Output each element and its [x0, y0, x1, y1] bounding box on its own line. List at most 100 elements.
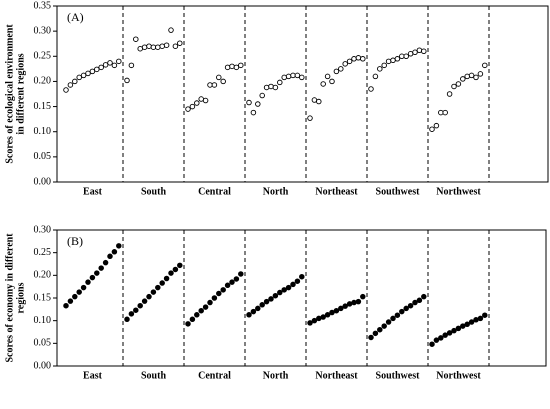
data-point: [338, 66, 344, 72]
data-point: [111, 62, 118, 69]
data-point: [141, 44, 148, 50]
data-point: [346, 301, 353, 307]
data-point: [407, 51, 414, 57]
data-point: [198, 96, 204, 102]
data-point: [281, 74, 287, 81]
data-point: [377, 326, 383, 333]
y-tick-label: 0.05: [34, 151, 52, 162]
y-axis-label: Scores of economy in different: [4, 233, 15, 363]
data-point: [255, 305, 261, 312]
data-point: [346, 58, 353, 65]
data-point: [63, 302, 69, 309]
data-point: [94, 66, 100, 73]
data-point: [72, 293, 78, 300]
data-point: [372, 73, 379, 80]
data-point: [116, 58, 122, 65]
data-point: [207, 82, 213, 88]
data-point: [207, 299, 213, 306]
data-point: [246, 99, 252, 106]
data-point: [360, 293, 366, 300]
data-point: [211, 295, 218, 301]
data-point: [67, 82, 74, 88]
data-point: [429, 341, 435, 347]
data-point: [155, 284, 161, 291]
data-point: [263, 298, 270, 305]
data-point: [433, 337, 440, 343]
data-point: [124, 316, 130, 323]
data-point: [133, 36, 139, 42]
data-point: [102, 62, 109, 68]
region-label: East: [83, 370, 103, 381]
data-point: [399, 53, 405, 60]
region-label: Southwest: [376, 186, 421, 197]
data-point: [360, 56, 366, 62]
data-point: [111, 249, 118, 255]
data-point: [94, 270, 100, 276]
data-point: [329, 78, 335, 85]
data-point: [421, 48, 427, 55]
data-point: [438, 109, 444, 116]
data-point: [285, 284, 292, 291]
data-point: [324, 73, 331, 80]
data-point: [220, 287, 226, 293]
data-point: [468, 319, 475, 325]
y-tick-label: 0.30: [34, 224, 52, 235]
data-point: [238, 62, 244, 69]
data-point: [85, 70, 91, 77]
data-point: [172, 266, 179, 273]
data-point: [429, 126, 435, 132]
data-point: [255, 101, 261, 107]
data-point: [272, 292, 279, 299]
data-point: [442, 332, 448, 338]
data-point: [294, 72, 301, 79]
data-point: [468, 72, 475, 79]
y-tick-label: 0.15: [34, 101, 52, 112]
data-point: [377, 66, 383, 72]
y-tick-label: 0.20: [34, 76, 52, 87]
data-point: [464, 73, 470, 80]
data-point: [416, 297, 423, 304]
region-label: South: [141, 370, 166, 381]
data-point: [177, 40, 183, 46]
y-tick-label: 0.25: [34, 247, 52, 258]
data-point: [159, 43, 165, 49]
data-point: [76, 74, 82, 81]
data-point: [290, 72, 296, 79]
data-point: [128, 311, 135, 317]
data-point: [368, 86, 374, 92]
region-label: North: [263, 370, 289, 381]
data-point: [333, 307, 340, 314]
data-point: [268, 296, 274, 302]
region-label: Northwest: [436, 186, 481, 197]
data-point: [342, 303, 348, 309]
data-point: [198, 307, 204, 314]
data-point: [482, 312, 488, 318]
data-point: [442, 109, 448, 116]
data-point: [116, 243, 122, 249]
y-tick-label: 0.10: [34, 126, 52, 137]
data-point: [80, 72, 87, 79]
panel-title: (B): [67, 234, 83, 248]
data-point: [238, 271, 244, 277]
data-point: [137, 45, 143, 52]
data-point: [333, 68, 340, 75]
y-tick-label: 0.25: [34, 51, 52, 62]
data-point: [124, 77, 130, 84]
data-point: [307, 115, 313, 121]
data-point: [473, 317, 479, 323]
data-point: [351, 56, 357, 62]
data-point: [338, 305, 344, 312]
plot-frame: [56, 229, 547, 367]
data-point: [381, 62, 387, 69]
data-point: [259, 302, 265, 308]
data-point: [403, 53, 409, 60]
data-point: [141, 298, 148, 304]
data-point: [216, 74, 222, 81]
data-point: [63, 87, 69, 93]
data-point: [107, 253, 113, 260]
data-point: [460, 76, 466, 82]
y-tick-label: 0.00: [34, 360, 52, 371]
data-point: [455, 325, 462, 332]
data-point: [259, 92, 265, 99]
